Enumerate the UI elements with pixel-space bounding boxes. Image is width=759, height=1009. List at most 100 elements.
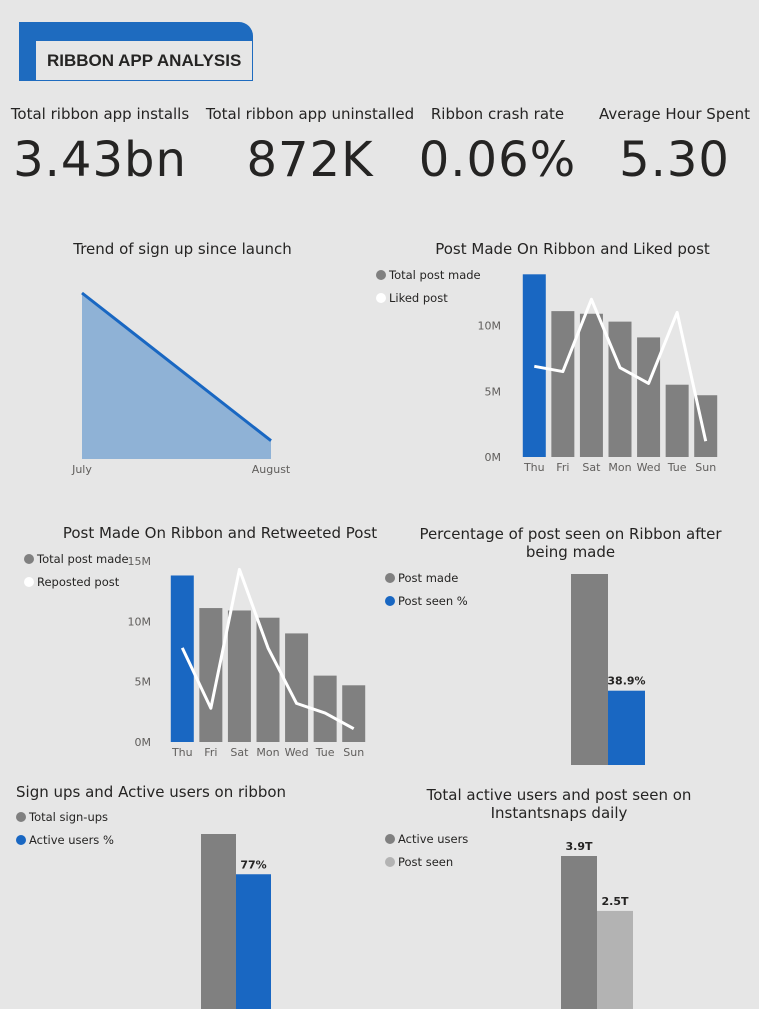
data-label: 38.9% (607, 675, 645, 688)
x-tick-label: Thu (171, 746, 193, 759)
bar (608, 690, 645, 765)
signup-trend-chart: July August (71, 291, 291, 476)
signups-active-chart: 77% (201, 834, 271, 1009)
instantsnaps-chart: 3.9T 2.5T (561, 840, 633, 1009)
legend-label: Active users (398, 832, 469, 846)
x-tick-label: August (252, 463, 291, 476)
bar (199, 608, 223, 742)
legend-label: Post seen % (398, 594, 468, 608)
x-tick-label: Wed (285, 746, 309, 759)
legend-label: Total sign-ups (29, 810, 109, 824)
x-tick-label: Tue (315, 746, 335, 759)
y-tick-label: 5M (135, 676, 152, 689)
liked-post-chart: 0M 5M 10M Thu Fri Sat Mon Wed Tue Sun (478, 274, 718, 474)
legend-item-total-post: Total post made (24, 552, 129, 566)
legend-item-active-users: Active users (385, 832, 468, 846)
x-tick-label: Mon (256, 746, 279, 759)
bar (342, 685, 366, 742)
kpi-label-hours: Average Hour Spent (599, 105, 750, 123)
y-tick-label: 0M (135, 736, 152, 749)
kpi-value-hours: 5.30 (619, 132, 730, 188)
bar (236, 874, 271, 1009)
legend-dot (385, 596, 395, 606)
legend-dot (385, 834, 395, 844)
data-label: 2.5T (602, 895, 629, 908)
bar (522, 274, 546, 457)
legend-dot (385, 573, 395, 583)
retweeted-post-chart: 0M 5M 10M 15M Thu Fri Sat Mon Wed Tue Sun (128, 555, 366, 759)
x-tick-label: Sat (582, 461, 601, 474)
legend-label: Post seen (398, 855, 454, 869)
chart-title-retweeted: Post Made On Ribbon and Retweeted Post (62, 524, 378, 542)
bar (571, 574, 608, 765)
bar (170, 575, 194, 742)
chart-title-signups-active: Sign ups and Active users on ribbon (16, 783, 287, 801)
legend-item-total-signups: Total sign-ups (16, 810, 108, 824)
series-line (180, 567, 355, 731)
x-tick-label: July (71, 463, 92, 476)
legend-item-active-users: Active users % (16, 833, 114, 847)
legend-label: Total post made (37, 552, 129, 566)
x-tick-label: Sat (230, 746, 249, 759)
y-tick-label: 15M (128, 555, 152, 568)
bar (608, 321, 632, 457)
area-fill (82, 293, 271, 459)
bar (313, 675, 337, 742)
x-tick-label: Fri (556, 461, 569, 474)
page-title: RIBBON APP ANALYSIS (35, 40, 253, 81)
bar (597, 910, 633, 1009)
legend-item-reposted-post: Reposted post (24, 575, 119, 589)
legend-label: Total post made (389, 268, 481, 282)
legend-item-post-seen: Post seen (385, 855, 453, 869)
bar (637, 337, 661, 457)
kpi-value-uninstalled: 872K (246, 132, 374, 188)
chart-title-liked: Post Made On Ribbon and Liked post (435, 240, 710, 258)
bar (201, 834, 236, 1009)
legend-label: Liked post (389, 291, 448, 305)
y-tick-label: 10M (128, 615, 152, 628)
kpi-label-crash-rate: Ribbon crash rate (430, 105, 565, 123)
data-label: 77% (240, 858, 266, 871)
legend-item-total-post: Total post made (376, 268, 481, 282)
legend-item-post-seen: Post seen % (385, 594, 468, 608)
series-line (534, 297, 708, 442)
x-tick-label: Wed (637, 461, 661, 474)
x-tick-label: Fri (204, 746, 217, 759)
chart-title-instantsnaps: Total active users and post seen on Inst… (426, 786, 692, 822)
data-label: 3.9T (566, 840, 593, 853)
legend-dot (376, 293, 386, 303)
bar (579, 313, 603, 457)
legend-label: Active users % (29, 833, 114, 847)
post-seen-chart: 38.9% (571, 574, 646, 765)
legend-dot (16, 835, 26, 845)
legend-dot (24, 577, 34, 587)
chart-title-signup-trend: Trend of sign up since launch (73, 240, 292, 258)
kpi-value-installs: 3.43bn (13, 132, 187, 188)
x-tick-label: Thu (523, 461, 545, 474)
bar (561, 856, 597, 1009)
legend-dot (385, 857, 395, 867)
bar (665, 384, 689, 457)
bar (227, 610, 251, 742)
y-tick-label: 5M (485, 385, 502, 398)
kpi-value-crash-rate: 0.06% (418, 132, 577, 188)
kpi-label-uninstalled: Total ribbon app uninstalled (205, 105, 415, 123)
bar (256, 617, 280, 742)
legend-dot (376, 270, 386, 280)
chart-title-post-seen: Percentage of post seen on Ribbon after … (419, 525, 722, 561)
trend-line (81, 291, 272, 442)
legend-dot (24, 554, 34, 564)
x-tick-label: Tue (667, 461, 687, 474)
bar (551, 311, 575, 457)
x-tick-label: Sun (695, 461, 716, 474)
kpi-label-installs: Total ribbon app installs (10, 105, 190, 123)
legend-dot (16, 812, 26, 822)
legend-label: Post made (398, 571, 459, 585)
legend-item-liked-post: Liked post (376, 291, 448, 305)
x-tick-label: Mon (608, 461, 631, 474)
y-tick-label: 0M (485, 451, 502, 464)
bar (285, 633, 309, 742)
legend-label: Reposted post (37, 575, 120, 589)
y-tick-label: 10M (478, 320, 502, 333)
legend-item-post-made: Post made (385, 571, 458, 585)
